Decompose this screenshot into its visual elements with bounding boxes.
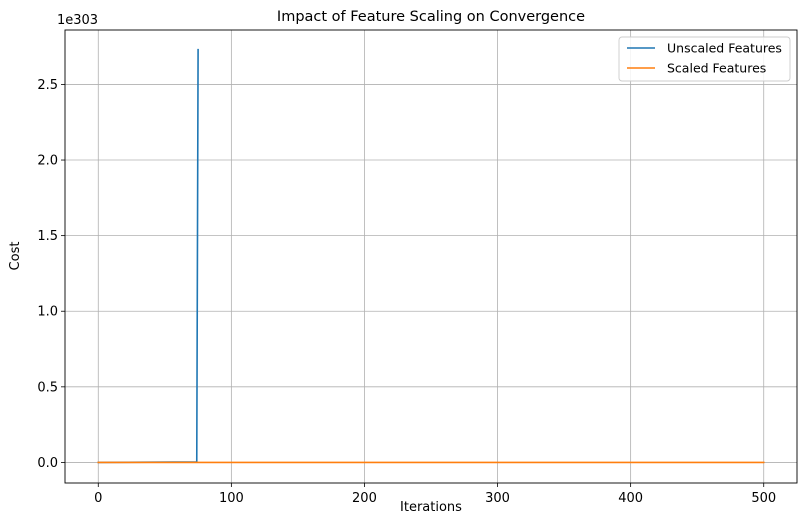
legend-label: Scaled Features xyxy=(667,61,766,76)
y-tick-label: 1.5 xyxy=(37,229,58,244)
y-tick-label: 0.0 xyxy=(37,456,58,471)
x-tick-label: 0 xyxy=(94,491,102,506)
legend: Unscaled Features Scaled Features xyxy=(618,36,791,82)
y-tick-label: 1.0 xyxy=(37,305,58,320)
y-tick-label: 2.5 xyxy=(37,78,58,93)
grid xyxy=(65,30,797,483)
y-axis-offset-label: 1e303 xyxy=(57,13,98,28)
x-axis-label: Iterations xyxy=(400,500,462,515)
plot-frame xyxy=(64,29,798,484)
y-tick-label: 2.0 xyxy=(37,154,58,169)
series-line-1 xyxy=(97,48,199,464)
x-tick-label: 200 xyxy=(352,491,377,506)
legend-box xyxy=(618,36,791,82)
ticks: 0 100 200 300 400 500 0.0 0.5 1.0 1.5 2.0 2.5 xyxy=(37,78,776,506)
series-layer xyxy=(97,48,765,464)
x-tick-label: 100 xyxy=(219,491,244,506)
y-axis-label: Cost xyxy=(8,242,23,271)
y-tick-label: 0.5 xyxy=(37,380,58,395)
chart-title: Impact of Feature Scaling on Convergence xyxy=(277,9,585,25)
legend-label: Unscaled Features xyxy=(667,41,782,56)
x-tick-label: 400 xyxy=(618,491,643,506)
x-tick-label: 300 xyxy=(485,491,510,506)
x-tick-label: 500 xyxy=(751,491,776,506)
